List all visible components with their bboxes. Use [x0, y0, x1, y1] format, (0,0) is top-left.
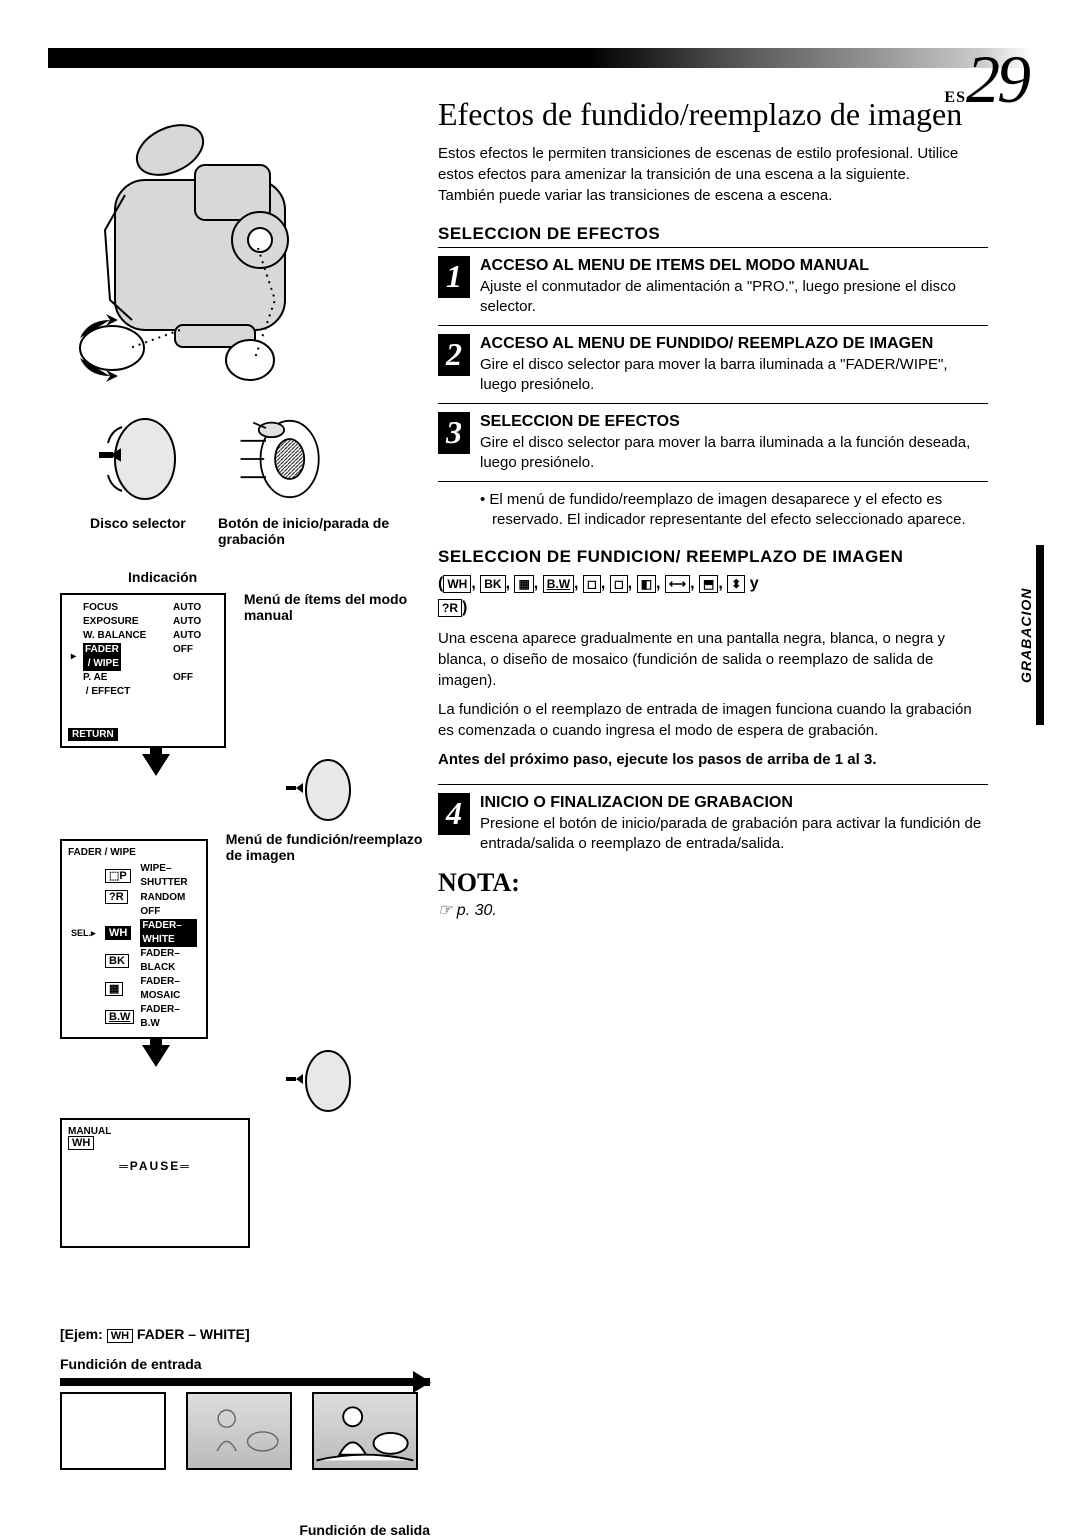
indicacion-label: Indicación [128, 569, 430, 585]
menu-row-label: FADER–WHITE [140, 919, 196, 947]
divider [438, 784, 988, 785]
nota-ref: ☞ p. 30. [438, 900, 988, 920]
top-gradient-bar [48, 48, 1032, 68]
divider [438, 325, 988, 326]
menu-return: RETURN [68, 728, 118, 741]
effect-icon: ?R [438, 599, 462, 617]
side-tab: GRABACION [1018, 565, 1038, 705]
dial-small-icon [280, 1043, 360, 1118]
menu-icon: WH [105, 926, 131, 940]
down-arrow-icon [142, 754, 170, 776]
fade-in-label: Fundición de entrada [60, 1356, 430, 1372]
bullet-text: • El menú de fundido/reemplazo de imagen… [480, 490, 988, 530]
camcorder-illustration [60, 100, 370, 400]
effect-icon: ⬍ [727, 575, 745, 593]
effect-icon: ◧ [637, 575, 656, 593]
menu-row-label: W. BALANCE [80, 629, 170, 643]
paragraph: La fundición o el reemplazo de entrada d… [438, 699, 988, 741]
effect-icon: ⟷ [665, 575, 690, 593]
example-text: FADER – WHITE] [137, 1326, 250, 1342]
page-title: Efectos de fundido/reemplazo de imagen [438, 96, 988, 133]
paragraph-bold: Antes del próximo paso, ejecute los paso… [438, 749, 988, 770]
nota-heading: NOTA: [438, 868, 988, 898]
intro-text: Estos efectos le permiten transiciones d… [438, 143, 988, 206]
step-number: 4 [438, 793, 470, 835]
step-body: Ajuste el conmutador de alimentación a "… [480, 277, 988, 317]
step-number: 1 [438, 256, 470, 298]
rec-button-icon [226, 409, 326, 509]
menu-row-label: FADER / WIPE [83, 643, 121, 671]
pause-status: PAUSE [130, 1159, 180, 1173]
menu-icon: ▦ [105, 982, 123, 996]
menu-row-value: OFF [170, 671, 204, 699]
divider [438, 403, 988, 404]
step-body: Gire el disco selector para mover la bar… [480, 433, 988, 473]
example-prefix: [Ejem: [60, 1326, 103, 1342]
menu-icon: B.W [105, 1010, 134, 1024]
menu-row-value: AUTO [170, 615, 204, 629]
fader-menu-box: FADER / WIPE ⬚P WIPE–SHUTTER ?R RANDOM OFF… [60, 839, 208, 1039]
effect-icon: B.W [543, 575, 574, 593]
menu-row-label: FADER–BLACK [137, 947, 199, 975]
menu-icon: ?R [105, 890, 128, 904]
frame-full [312, 1392, 418, 1470]
bullet-content: El menú de fundido/reemplazo de imagen d… [489, 491, 965, 528]
example-label: [Ejem: WH FADER – WHITE] [60, 1326, 430, 1342]
sel-label: SEL. [71, 928, 91, 938]
step-body: Gire el disco selector para mover la bar… [480, 355, 988, 395]
effect-icon-row: (WH, BK, ▦, B.W, ◻, ◻, ◧, ⟷, ⬒, ⬍ y ?R) [438, 572, 988, 620]
effect-icon: ⬒ [699, 575, 718, 593]
menu-row-label: EXPOSURE [80, 615, 170, 629]
step-title: INICIO O FINALIZACION DE GRABACION [480, 793, 988, 812]
down-arrow-icon [142, 1045, 170, 1067]
menu-row-label: FADER–B.W [137, 1003, 199, 1031]
effect-icon: BK [480, 575, 505, 593]
step-title: SELECCION DE EFECTOS [480, 412, 988, 431]
step-title: ACCESO AL MENU DE FUNDIDO/ REEMPLAZO DE … [480, 334, 988, 353]
menu-icon: ⬚P [105, 869, 131, 883]
divider [438, 481, 988, 482]
step-body: Presione el botón de inicio/parada de gr… [480, 814, 988, 854]
menu-row-label: RANDOM [137, 890, 199, 905]
effect-icon: ◻ [583, 575, 601, 593]
selector-dial-icon [90, 409, 190, 509]
menu-row-label: P. AE / EFFECT [80, 671, 170, 699]
effect-icon: WH [443, 575, 471, 593]
rec-button-label: Botón de inicio/parada de grabación [218, 515, 398, 547]
fade-menu-caption: Menú de fundición/reemplazo de imagen [226, 831, 430, 863]
pause-display-box: MANUAL WH ═PAUSE═ [60, 1118, 250, 1248]
menu-row-label: FOCUS [80, 601, 170, 615]
dial-label: Disco selector [90, 515, 200, 547]
fader-menu-title: FADER / WIPE [68, 847, 200, 858]
menu-row-label: OFF [137, 905, 199, 919]
icon-row-joiner: y [745, 575, 758, 592]
effect-icon: ▦ [514, 575, 533, 593]
menu-row-value: AUTO [170, 629, 204, 643]
manual-menu-box: FOCUSAUTO EXPOSUREAUTO W. BALANCEAUTO ▸F… [60, 593, 226, 748]
frame-blank [60, 1392, 166, 1470]
step-number: 2 [438, 334, 470, 376]
pause-title: MANUAL [68, 1126, 242, 1137]
menu-row-label: FADER–MOSAIC [137, 975, 199, 1003]
section-heading-2: SELECCION DE FUNDICION/ REEMPLAZO DE IMA… [438, 546, 988, 568]
manual-menu-caption: Menú de ítems del modo manual [244, 591, 430, 623]
step-number: 3 [438, 412, 470, 454]
menu-row-value: AUTO [170, 601, 204, 615]
paren-close: ) [462, 599, 467, 616]
dial-small-icon [280, 752, 360, 827]
paragraph: Una escena aparece gradualmente en una p… [438, 628, 988, 691]
pause-badge: WH [68, 1136, 94, 1150]
effect-icon: ◻ [610, 575, 628, 593]
step-title: ACCESO AL MENU DE ITEMS DEL MODO MANUAL [480, 256, 988, 275]
fade-out-label: Fundición de salida [60, 1522, 430, 1538]
example-badge: WH [107, 1329, 133, 1343]
frame-partial [186, 1392, 292, 1470]
menu-icon: BK [105, 954, 129, 968]
menu-row-value: OFF [170, 643, 204, 671]
arrow-right-icon [60, 1378, 430, 1386]
fade-in-strip [60, 1378, 430, 1470]
section-heading: SELECCION DE EFECTOS [438, 224, 988, 248]
menu-row-label: WIPE–SHUTTER [137, 862, 199, 890]
